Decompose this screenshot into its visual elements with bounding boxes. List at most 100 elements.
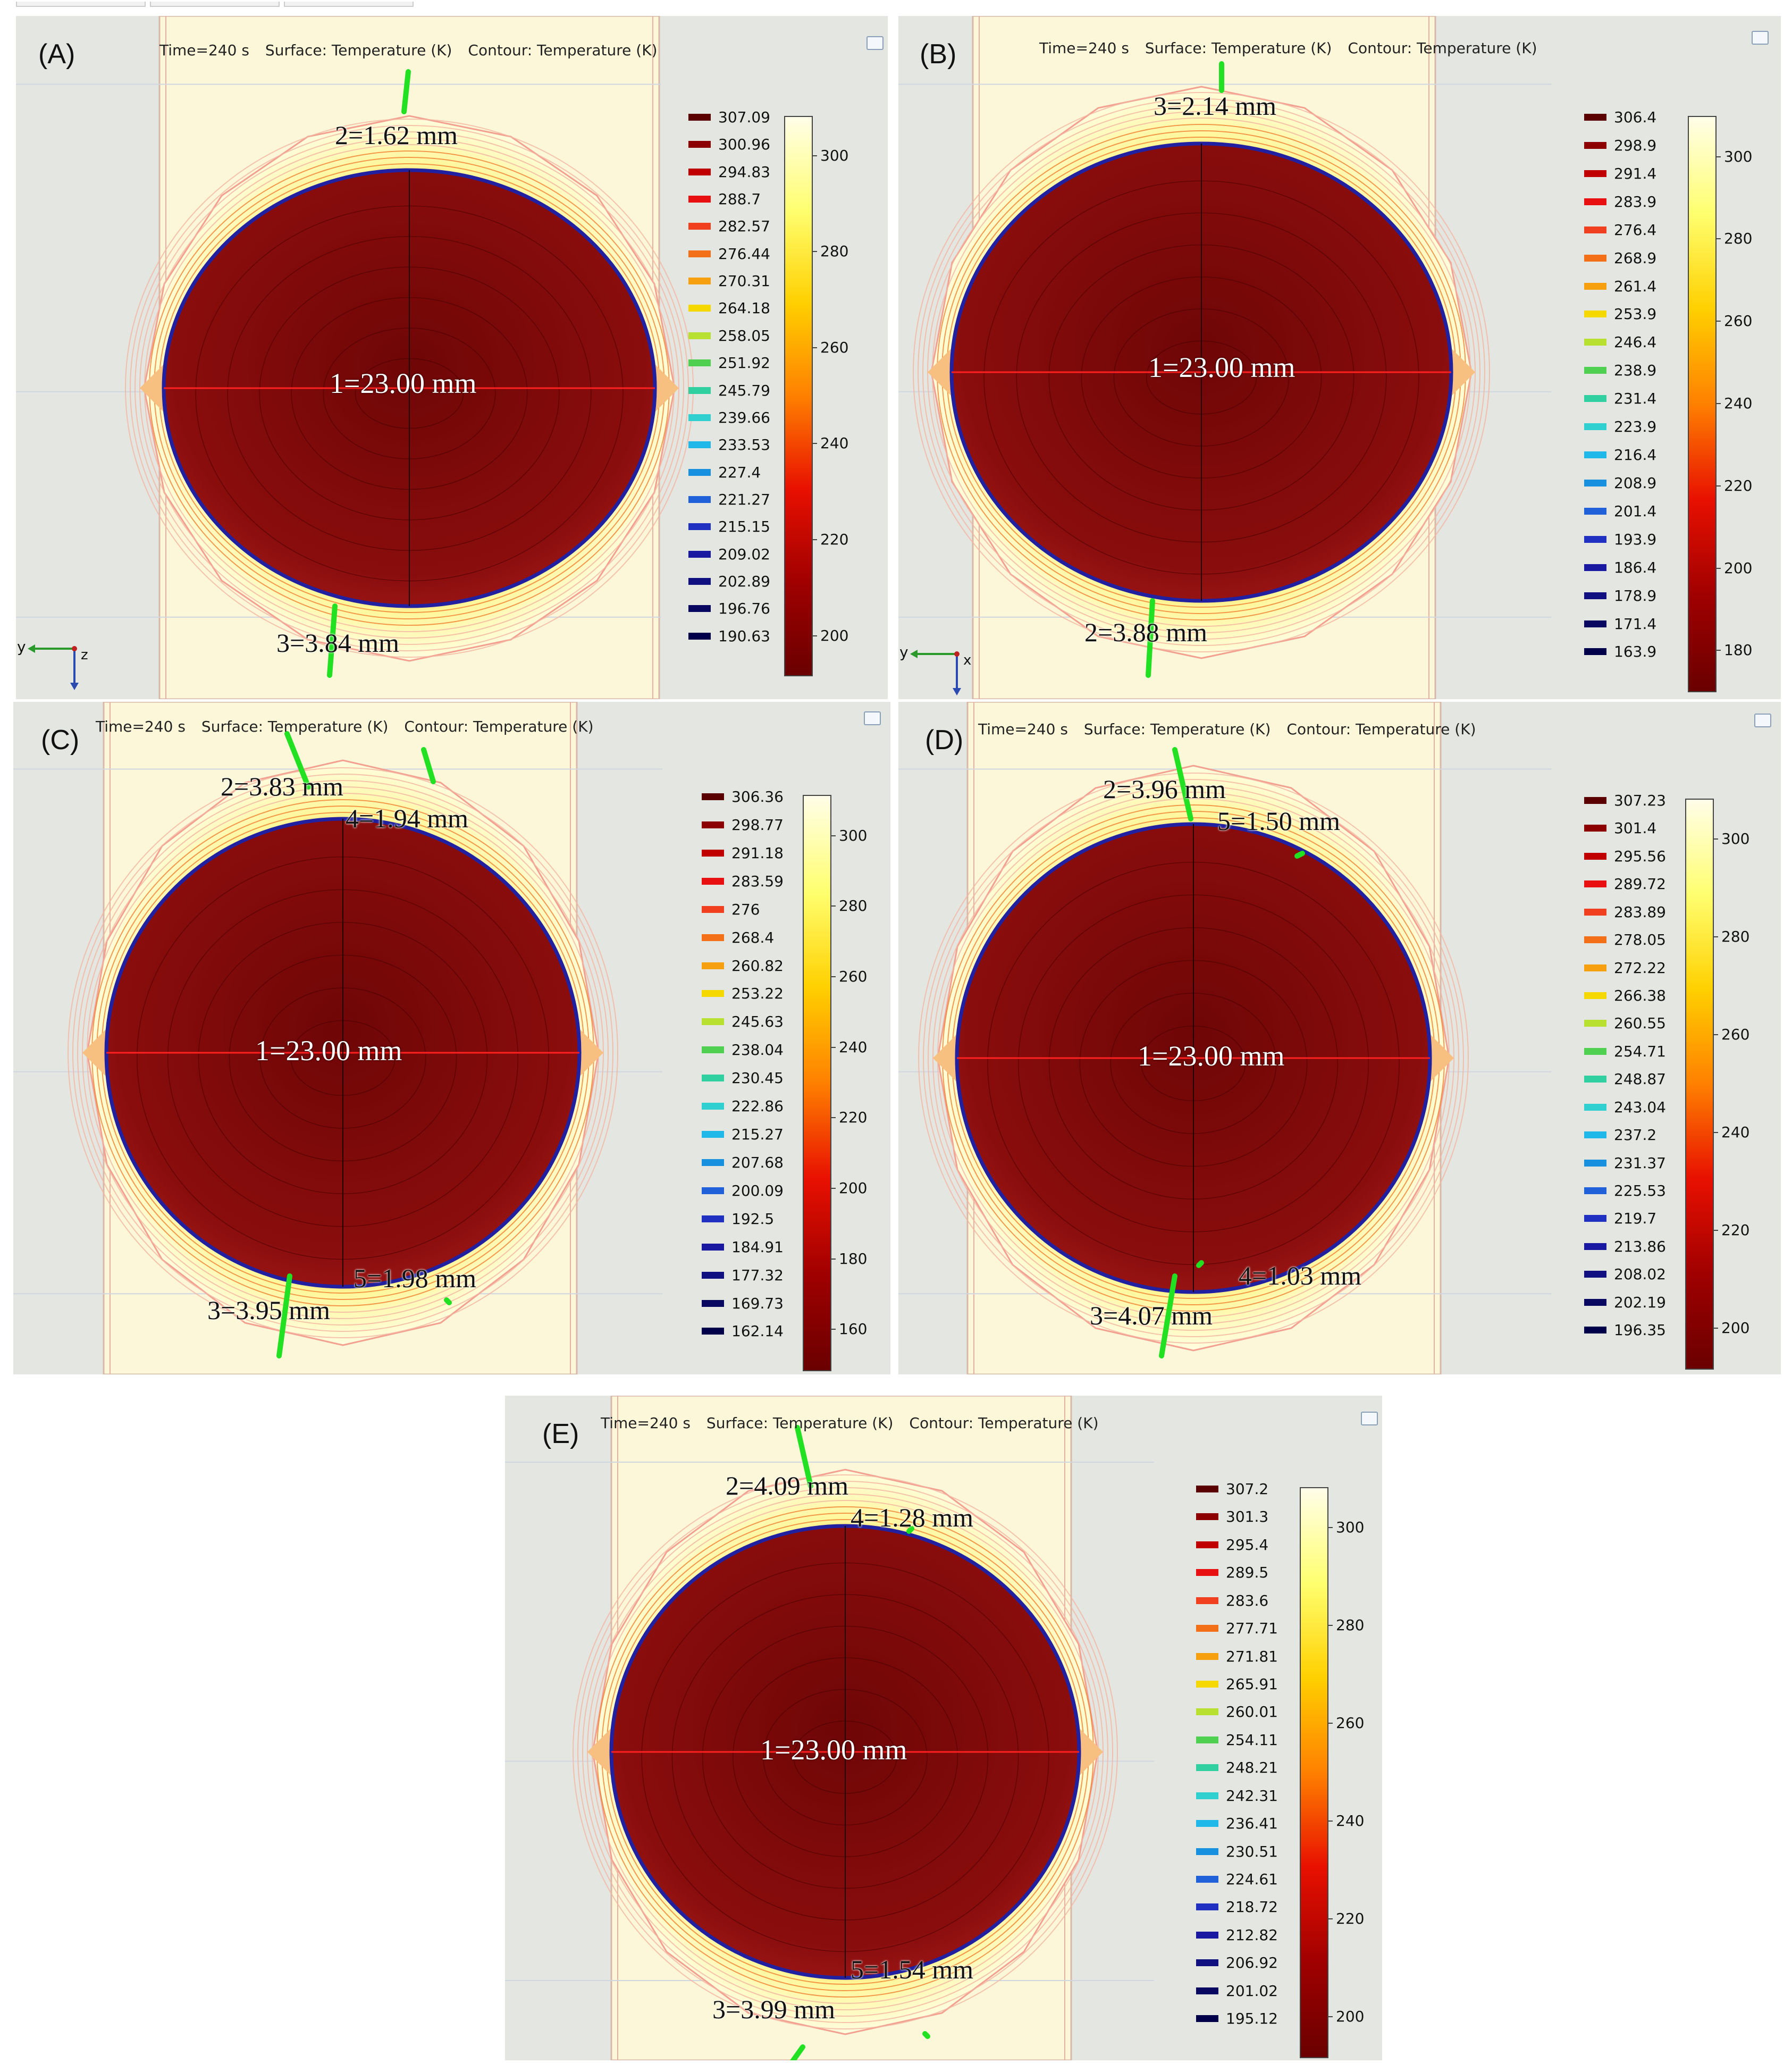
legend-value: 196.35 <box>1614 1321 1666 1339</box>
colorbar-tick-label: 260 <box>820 338 849 356</box>
colorbar-tick-label: 200 <box>820 626 849 644</box>
measurement-top-right: 4=1.28 mm <box>851 1503 973 1532</box>
legend-swatch <box>1196 1569 1218 1576</box>
legend-swatch <box>1584 1271 1606 1278</box>
legend-swatch <box>688 359 711 367</box>
surface-colorbar <box>1300 1487 1328 2058</box>
legend-value: 254.71 <box>1614 1042 1666 1060</box>
legend-swatch <box>1584 339 1606 346</box>
legend-value: 230.45 <box>731 1069 784 1087</box>
colorbar-tick-label: 260 <box>1336 1714 1365 1732</box>
legend-swatch <box>702 849 724 857</box>
plot-header: Time=240 s Surface: Temperature (K) Contou… <box>159 41 674 59</box>
legend-swatch <box>1584 311 1606 318</box>
legend-swatch <box>1584 880 1606 888</box>
legend-value: 190.63 <box>718 627 770 645</box>
measurement-line <box>1294 851 1305 859</box>
legend-swatch <box>702 1103 724 1110</box>
legend-swatch <box>1584 648 1606 656</box>
legend-swatch <box>1584 114 1606 121</box>
legend-swatch <box>1584 1047 1606 1055</box>
colorbar-tick-mark <box>831 1117 836 1119</box>
legend-swatch <box>702 1018 724 1026</box>
contour-label: Contour: Temperature (K) <box>404 718 594 735</box>
colorbar-tick-label: 240 <box>839 1038 868 1056</box>
contour-ring <box>582 1487 1108 2017</box>
measurement-diameter: 1=23.00 mm <box>255 1035 402 1067</box>
legend-swatch <box>702 877 724 885</box>
measurement-line <box>922 2031 930 2039</box>
colorbar-tick-mark <box>1328 1526 1333 1528</box>
colorbar-tick-mark <box>813 347 817 348</box>
legend-swatch <box>1584 479 1606 486</box>
legend-value: 233.53 <box>718 436 770 454</box>
contour-label: Contour: Temperature (K) <box>1286 720 1476 738</box>
legend-swatch <box>702 905 724 913</box>
surface-label: Surface: Temperature (K) <box>1083 720 1271 738</box>
legend-value: 283.6 <box>1226 1591 1269 1609</box>
legend-value: 243.04 <box>1614 1098 1666 1116</box>
legend-value: 201.4 <box>1614 502 1657 520</box>
legend-swatch <box>1196 1820 1218 1827</box>
colorbar-tick-mark <box>831 1258 836 1260</box>
plot-header: Time=240 s Surface: Temperature (K) Contou… <box>978 720 1492 738</box>
legend-swatch <box>688 278 711 285</box>
measurement-line <box>421 747 436 784</box>
window-icon[interactable] <box>1361 1412 1378 1425</box>
legend-swatch <box>1196 1681 1218 1688</box>
legend-value: 270.31 <box>718 272 770 290</box>
side-lobe <box>82 1026 109 1079</box>
contour-label: Contour: Temperature (K) <box>468 41 658 59</box>
legend-swatch <box>688 387 711 394</box>
legend-value: 307.23 <box>1614 792 1666 809</box>
time-label: Time=240 s <box>978 720 1068 738</box>
legend-swatch <box>1584 825 1606 832</box>
window-icon[interactable] <box>864 711 881 725</box>
measurement-bottom-left: 3=3.99 mm <box>712 1994 835 2024</box>
window-icon[interactable] <box>1752 31 1769 45</box>
legend-swatch <box>1584 564 1606 571</box>
measurement-diameter: 1=23.00 mm <box>1138 1040 1285 1072</box>
colorbar-tick-label: 240 <box>1721 1123 1750 1142</box>
legend-value: 221.27 <box>718 490 770 508</box>
window-icon[interactable] <box>866 36 884 50</box>
legend-swatch <box>688 250 711 257</box>
legend-swatch <box>1196 1959 1218 1967</box>
legend-swatch <box>1196 1486 1218 1492</box>
legend-swatch <box>688 496 711 503</box>
surface-label: Surface: Temperature (K) <box>201 718 389 735</box>
legend-value: 295.4 <box>1226 1536 1269 1554</box>
legend-value: 231.4 <box>1614 390 1657 408</box>
legend-swatch <box>1584 254 1606 262</box>
legend-value: 237.2 <box>1614 1126 1657 1144</box>
legend-swatch <box>1584 451 1606 459</box>
panel-d: (D) Time=240 s Surface: Temperature (K) Co… <box>898 702 1781 1374</box>
legend-swatch <box>1584 535 1606 543</box>
colorbar-tick-label: 280 <box>1336 1616 1365 1634</box>
time-label: Time=240 s <box>601 1414 691 1432</box>
legend-value: 208.9 <box>1614 474 1657 492</box>
colorbar-tick-label: 280 <box>1721 927 1750 945</box>
legend-value: 202.89 <box>718 572 770 590</box>
window-icon[interactable] <box>1754 714 1771 727</box>
legend-value: 200.09 <box>731 1181 784 1199</box>
legend-swatch <box>702 793 724 800</box>
side-lobe <box>652 362 679 415</box>
legend-value: 289.72 <box>1614 875 1666 893</box>
legend-swatch <box>688 168 711 175</box>
colorbar-tick-label: 200 <box>839 1179 868 1197</box>
panel-label: (B) <box>920 39 957 70</box>
side-lobe <box>928 346 954 399</box>
legend-value: 245.79 <box>718 381 770 399</box>
legend-swatch <box>1584 1020 1606 1027</box>
colorbar-tick-label: 280 <box>820 242 849 261</box>
colorbar-tick-mark <box>1328 1918 1333 1920</box>
legend-value: 206.92 <box>1226 1954 1278 1972</box>
legend-swatch <box>702 1243 724 1251</box>
legend-value: 163.9 <box>1614 643 1657 661</box>
panel-label: (E) <box>542 1419 579 1449</box>
legend-swatch <box>702 1046 724 1054</box>
panel-e: (E) Time=240 s Surface: Temperature (K) Co… <box>505 1396 1382 2060</box>
